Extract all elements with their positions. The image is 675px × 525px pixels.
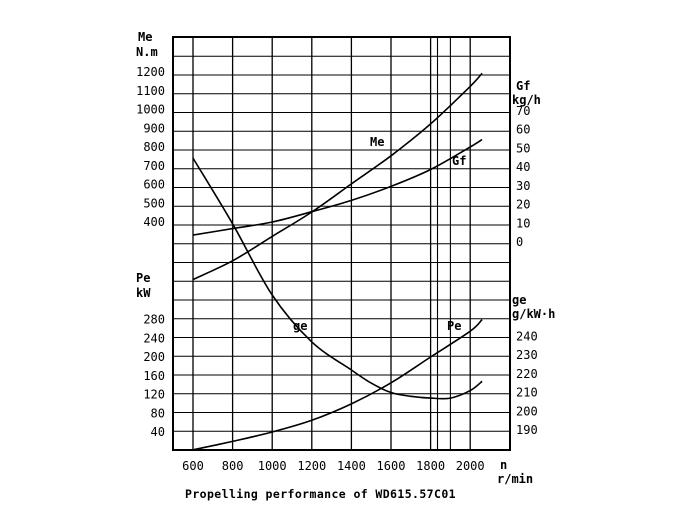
plot-frame bbox=[172, 36, 511, 451]
x-tick-label: 1400 bbox=[337, 459, 366, 473]
me-tick-label: 1000 bbox=[136, 103, 165, 117]
ge-tick-label: 210 bbox=[516, 386, 538, 400]
gf-tick-label: 30 bbox=[516, 179, 530, 193]
series-lines bbox=[192, 72, 483, 451]
gf-tick-label: 0 bbox=[516, 235, 523, 249]
series-line-gf bbox=[192, 72, 483, 281]
series-label-pe: Pe bbox=[447, 319, 461, 333]
ge-tick-label: 230 bbox=[516, 348, 538, 362]
gf-axis-unit: kg/h bbox=[512, 93, 541, 107]
x-tick-label: 800 bbox=[222, 459, 244, 473]
me-tick-label: 700 bbox=[143, 159, 165, 173]
series-line-ge bbox=[192, 157, 483, 400]
me-tick-label: 500 bbox=[143, 196, 165, 210]
me-axis-unit: N.m bbox=[136, 45, 158, 59]
gf-tick-label: 50 bbox=[516, 141, 530, 155]
me-tick-label: 1200 bbox=[136, 65, 165, 79]
gf-tick-label: 60 bbox=[516, 123, 530, 137]
pe-tick-label: 240 bbox=[143, 331, 165, 345]
x-tick-label: 2000 bbox=[456, 459, 485, 473]
plot-border bbox=[172, 36, 511, 451]
me-tick-label: 1100 bbox=[136, 84, 165, 98]
series-label-gf: Gf bbox=[452, 154, 466, 168]
series-line-me bbox=[192, 138, 483, 236]
gf-tick-label: 10 bbox=[516, 216, 530, 230]
ge-axis-label: ge bbox=[512, 293, 526, 307]
pe-axis-unit: kW bbox=[136, 286, 151, 300]
x-tick-label: 1200 bbox=[297, 459, 326, 473]
ge-tick-label: 240 bbox=[516, 329, 538, 343]
me-axis-label: Me bbox=[138, 30, 152, 44]
pe-tick-label: 120 bbox=[143, 388, 165, 402]
gf-tick-label: 70 bbox=[516, 104, 530, 118]
ge-tick-label: 200 bbox=[516, 404, 538, 418]
pe-tick-label: 40 bbox=[151, 425, 165, 439]
series-label-ge: ge bbox=[293, 319, 307, 333]
gf-tick-label: 40 bbox=[516, 160, 530, 174]
gf-axis-label: Gf bbox=[516, 79, 530, 93]
chart-title: Propelling performance of WD615.57C01 bbox=[185, 487, 456, 501]
me-tick-label: 600 bbox=[143, 178, 165, 192]
x-axis-label: n bbox=[500, 458, 507, 472]
ge-tick-label: 220 bbox=[516, 367, 538, 381]
x-tick-label: 1600 bbox=[377, 459, 406, 473]
me-tick-label: 400 bbox=[143, 215, 165, 229]
gf-tick-label: 20 bbox=[516, 198, 530, 212]
pe-tick-label: 280 bbox=[143, 313, 165, 327]
me-tick-label: 900 bbox=[143, 121, 165, 135]
pe-tick-label: 80 bbox=[151, 406, 165, 420]
x-tick-label: 1800 bbox=[416, 459, 445, 473]
x-tick-label: 600 bbox=[182, 459, 204, 473]
series-line-pe bbox=[192, 318, 483, 451]
x-tick-label: 1000 bbox=[258, 459, 287, 473]
pe-tick-label: 160 bbox=[143, 369, 165, 383]
me-tick-label: 800 bbox=[143, 140, 165, 154]
grid bbox=[173, 36, 510, 451]
x-axis-unit: r/min bbox=[497, 472, 533, 486]
ge-axis-unit: g/kW·h bbox=[512, 307, 555, 321]
ge-tick-label: 190 bbox=[516, 423, 538, 437]
pe-axis-label: Pe bbox=[136, 271, 150, 285]
tick-labels: 600 800 1000 1200 1400 1600 1800 20004005006007… bbox=[136, 65, 538, 473]
pe-tick-label: 200 bbox=[143, 350, 165, 364]
series-label-me: Me bbox=[370, 135, 384, 149]
